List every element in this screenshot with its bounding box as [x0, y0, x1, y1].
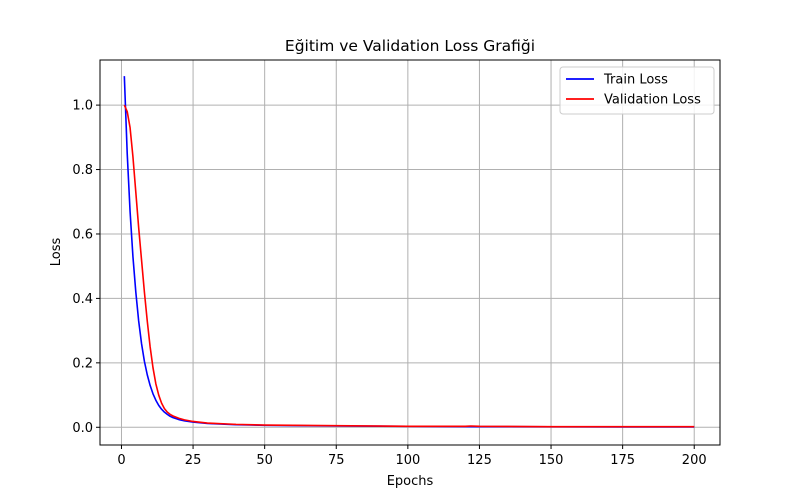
- y-tick-label: 0.0: [72, 421, 93, 436]
- x-tick-label: 0: [117, 453, 125, 468]
- x-tick-label: 50: [256, 453, 273, 468]
- x-tick-label: 100: [395, 453, 420, 468]
- y-axis-label: Loss: [49, 238, 64, 267]
- legend-label-1: Validation Loss: [604, 93, 701, 108]
- legend: Train Loss Validation Loss: [559, 66, 715, 115]
- x-tick-label: 175: [610, 453, 635, 468]
- y-tick-label: 0.8: [72, 163, 93, 178]
- series-line-1: [123, 104, 695, 428]
- chart-title: Eğitim ve Validation Loss Grafiği: [285, 37, 535, 55]
- legend-label-0: Train Loss: [603, 73, 668, 88]
- x-tick-label: 125: [467, 453, 492, 468]
- y-tick-label: 0.4: [72, 292, 93, 307]
- y-axis-ticks: 0.0 0.2 0.4 0.6 0.8 1.0: [72, 99, 100, 436]
- series-line-0: [123, 76, 695, 428]
- x-tick-label: 75: [328, 453, 345, 468]
- grid: [100, 60, 720, 445]
- x-tick-label: 25: [185, 453, 202, 468]
- y-tick-label: 1.0: [72, 99, 93, 114]
- x-tick-label: 200: [682, 453, 707, 468]
- x-tick-label: 150: [539, 453, 564, 468]
- y-tick-label: 0.2: [72, 356, 93, 371]
- x-axis-ticks: 0 25 50 75 100 125 150 175 200: [117, 445, 707, 468]
- y-tick-label: 0.6: [72, 227, 93, 242]
- x-axis-label: Epochs: [387, 474, 434, 489]
- legend-box: [559, 66, 715, 115]
- series-layer: [123, 76, 695, 428]
- plot-frame: [99, 59, 721, 446]
